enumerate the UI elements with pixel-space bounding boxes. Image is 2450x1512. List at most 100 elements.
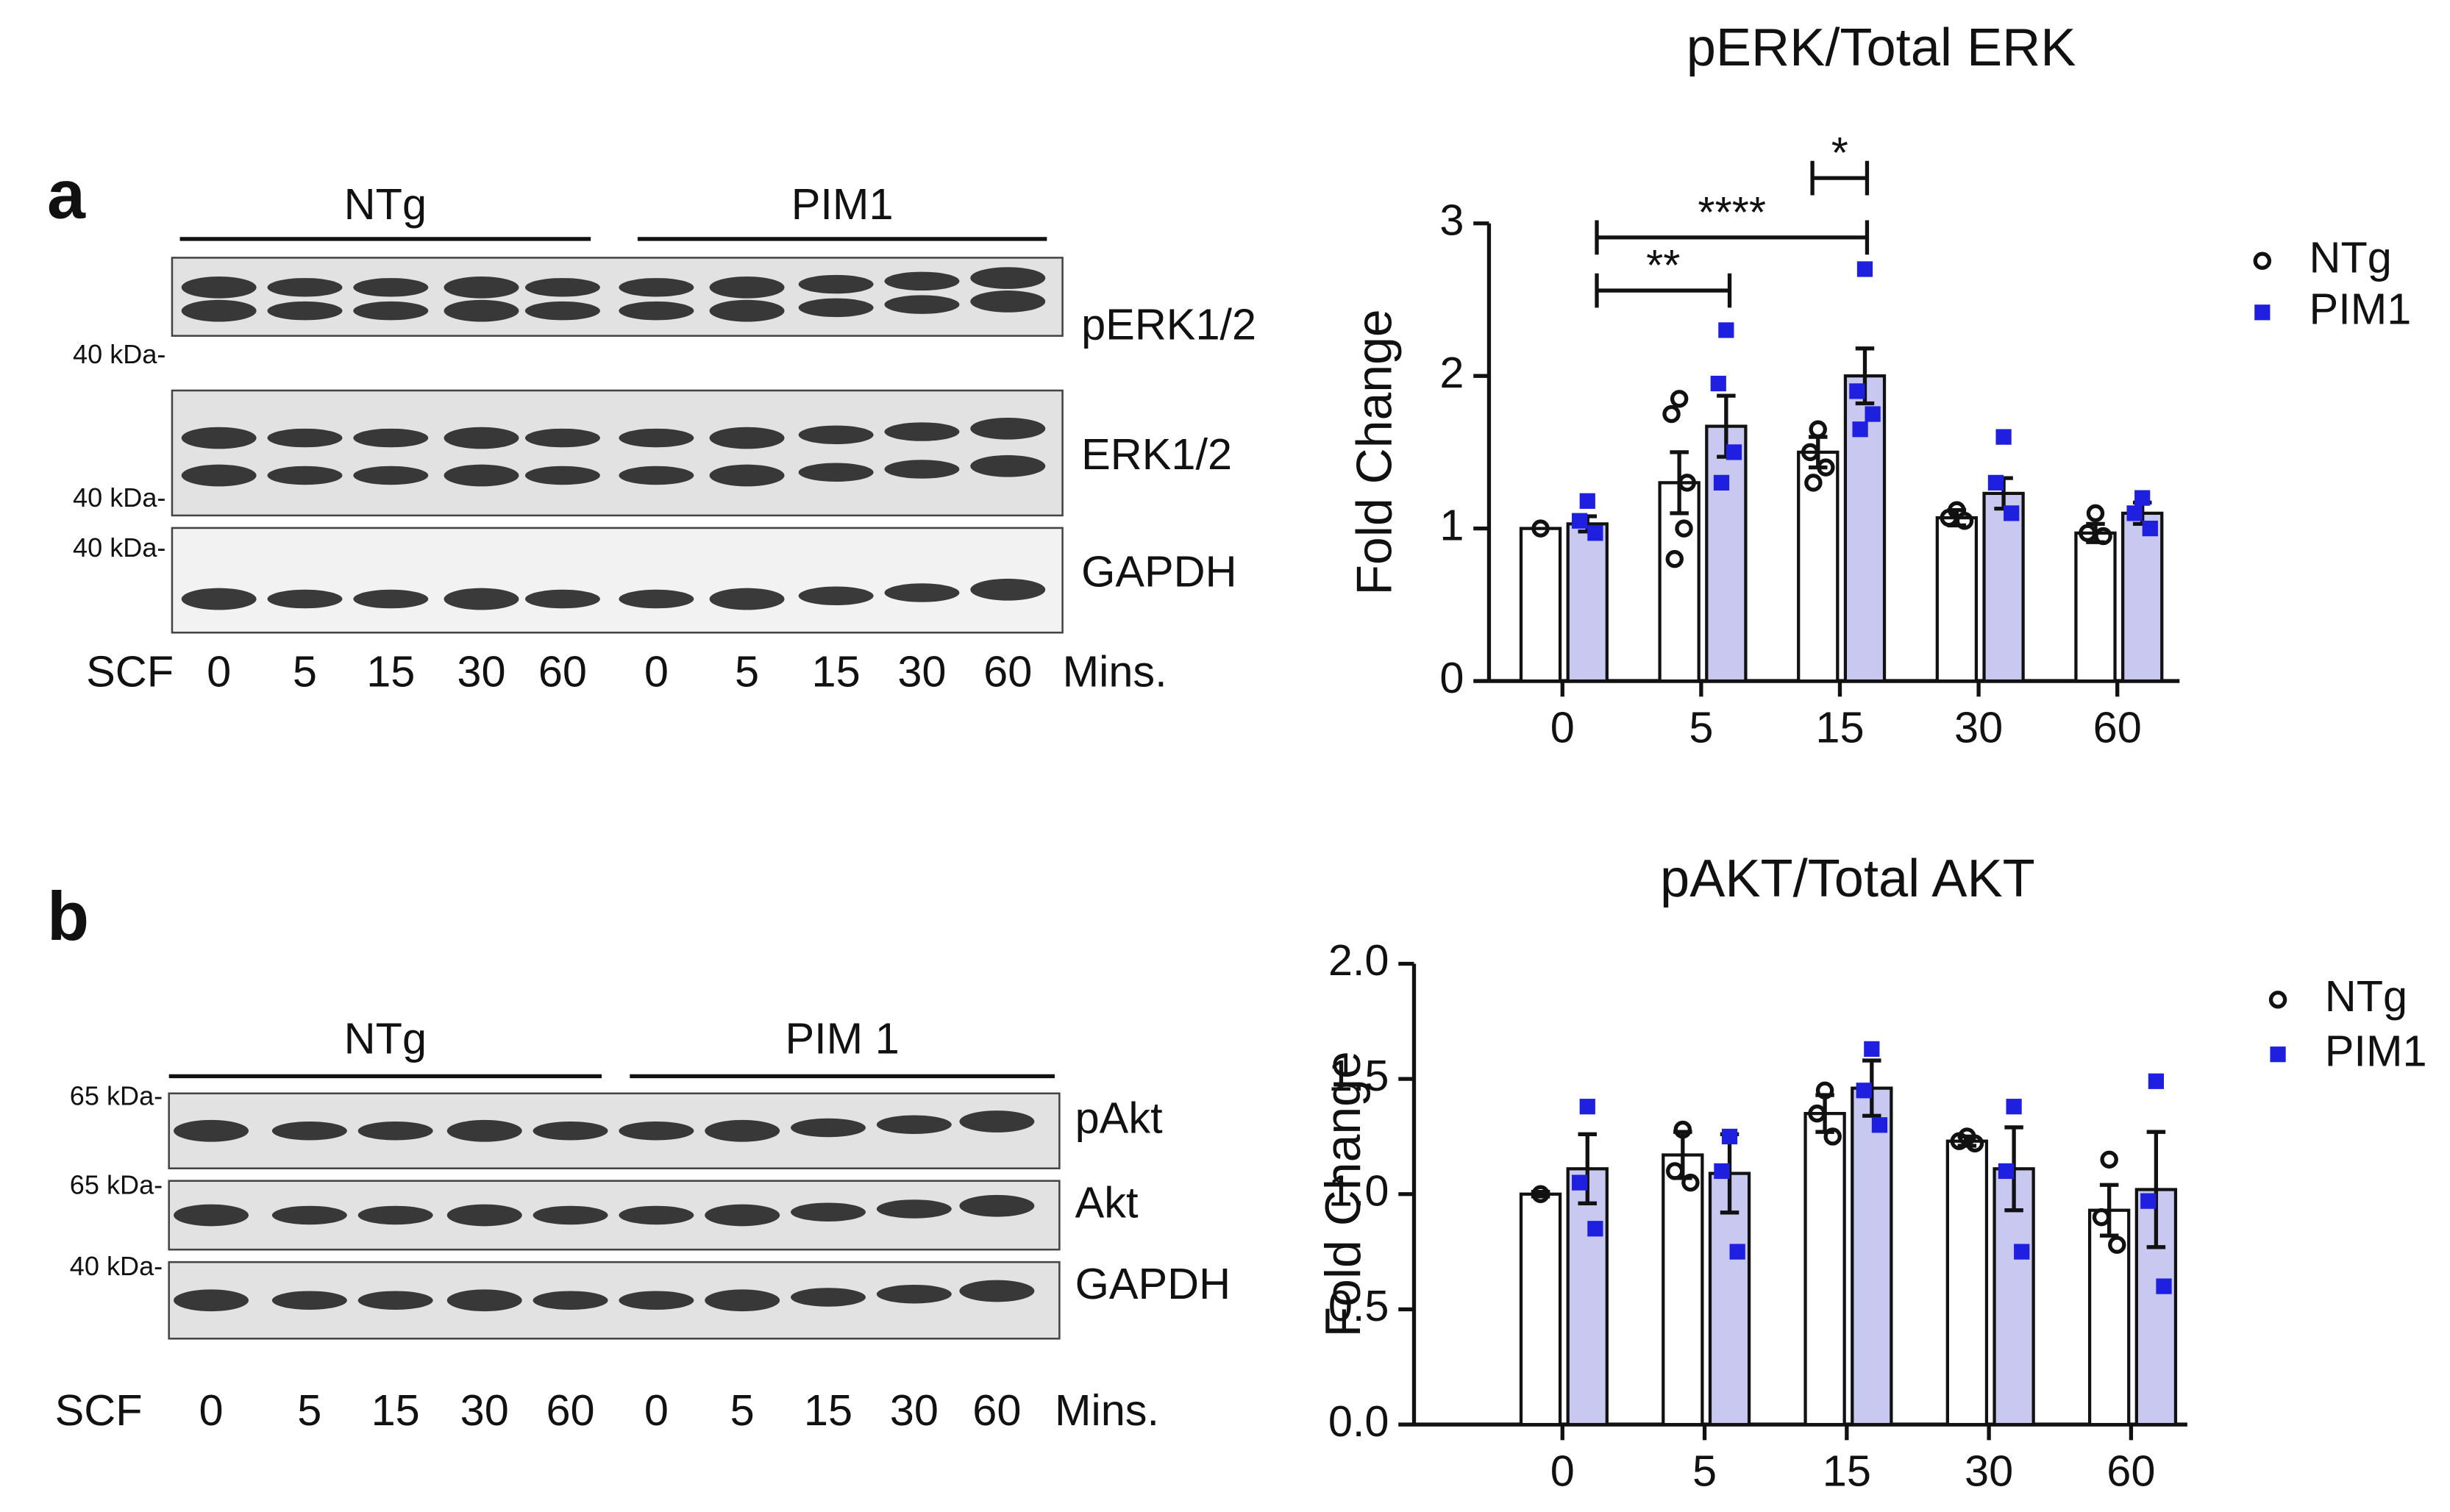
treatment-label: SCF <box>86 646 174 696</box>
data-point <box>1665 1162 1684 1180</box>
x-tick-label: 0 <box>1550 703 1575 752</box>
x-tick-label: 60 <box>2107 1447 2155 1496</box>
data-point <box>2142 520 2158 537</box>
blot-band <box>524 301 600 321</box>
data-point <box>1965 1134 1984 1153</box>
kda-marker: 40 kDa- <box>73 339 165 369</box>
blot-band <box>533 1291 608 1310</box>
blot-band <box>357 1205 433 1225</box>
blot-band <box>267 428 343 448</box>
blot-band <box>619 301 694 321</box>
kda-marker: 40 kDa- <box>73 532 165 563</box>
row-label: pAkt <box>1075 1094 1163 1143</box>
lane-label: 30 <box>460 1386 509 1435</box>
legend-label: PIM1 <box>2310 284 2412 333</box>
blot-band <box>970 417 1046 440</box>
bar <box>2121 511 2164 683</box>
blot-band <box>619 1121 694 1141</box>
blot-band <box>709 464 785 487</box>
lane-label: 5 <box>293 646 317 696</box>
lane-label: 60 <box>972 1386 1021 1435</box>
data-point <box>1678 474 1696 492</box>
data-point <box>2156 1278 2172 1294</box>
blot-band <box>619 589 694 609</box>
blot-band <box>798 298 874 318</box>
blot-band <box>353 278 429 297</box>
data-point <box>1865 406 1881 422</box>
lane-label: 0 <box>199 1386 224 1435</box>
data-point <box>2079 524 2097 543</box>
data-point <box>1718 322 1734 338</box>
x-tick-label: 5 <box>1689 703 1713 752</box>
blot-band <box>798 463 874 482</box>
data-point <box>1987 474 2004 491</box>
lane-label: 5 <box>297 1386 321 1435</box>
blot-band <box>876 1284 952 1304</box>
significance-label: ** <box>1646 240 1680 290</box>
data-point <box>1662 404 1681 424</box>
data-point <box>1572 1174 1588 1191</box>
x-tick-label: 0 <box>1550 1447 1575 1496</box>
legend-label: PIM1 <box>2325 1026 2427 1075</box>
x-tick-label: 30 <box>1954 703 2003 752</box>
data-point <box>1808 1104 1826 1123</box>
blot-strip <box>171 527 1064 634</box>
legend-marker <box>2268 991 2287 1009</box>
significance-label: **** <box>1698 188 1766 237</box>
blot-band <box>353 301 429 321</box>
data-point <box>1579 1099 1595 1115</box>
bar <box>1662 1153 1704 1427</box>
blot-band <box>174 1204 249 1227</box>
chart-title: pERK/Total ERK <box>1687 18 2076 77</box>
y-axis-label: Fold Change <box>1315 1051 1371 1337</box>
lane-label: 30 <box>890 1386 939 1435</box>
lane-label: 60 <box>546 1386 594 1435</box>
lane-label: 15 <box>371 1386 420 1435</box>
lane-label: 15 <box>366 646 415 696</box>
x-tick-label: 60 <box>2093 703 2142 752</box>
blot-band <box>524 278 600 297</box>
y-tick-label: 2.0 <box>1328 935 1389 985</box>
group-label: PIM 1 <box>785 1013 899 1063</box>
blot-band <box>271 1121 347 1141</box>
group-label: NTg <box>344 1013 427 1063</box>
lane-label: 5 <box>730 1386 755 1435</box>
data-point <box>1823 1127 1842 1146</box>
blot-band <box>791 1288 866 1307</box>
data-point <box>1955 512 1974 530</box>
data-point <box>1995 429 2012 445</box>
data-point <box>1713 474 1730 491</box>
blot-band <box>791 1118 866 1138</box>
blot-band <box>353 466 429 485</box>
blot-band <box>884 583 960 602</box>
blot-band <box>267 301 343 321</box>
blot-band <box>181 588 257 610</box>
data-point <box>1856 261 1873 277</box>
data-point <box>1531 519 1550 538</box>
data-point <box>2126 505 2143 521</box>
data-point <box>2006 1099 2022 1115</box>
data-point <box>1587 1221 1603 1237</box>
significance-bracket <box>1595 273 1732 308</box>
blot-band <box>709 299 785 322</box>
unit-label: Mins. <box>1055 1386 1159 1435</box>
data-point <box>1817 458 1835 477</box>
data-point <box>2100 1150 2118 1169</box>
significance-label: * <box>1831 128 1848 177</box>
data-point <box>1804 474 1823 492</box>
data-point <box>2014 1244 2030 1260</box>
blot-band <box>444 464 519 487</box>
data-point <box>1587 525 1603 541</box>
y-tick-label: 0 <box>1439 653 1464 702</box>
blot-band <box>446 1119 522 1142</box>
chart-title: pAKT/Total AKT <box>1660 849 2035 908</box>
bar <box>1705 424 1748 683</box>
data-point <box>1579 493 1595 509</box>
data-point <box>2108 1235 2126 1254</box>
blot-band <box>271 1291 347 1310</box>
error-bar <box>2146 1130 2166 1249</box>
blot-band <box>884 271 960 291</box>
lane-label: 0 <box>207 646 231 696</box>
data-point <box>1726 444 1742 460</box>
blot-band <box>959 1110 1035 1133</box>
